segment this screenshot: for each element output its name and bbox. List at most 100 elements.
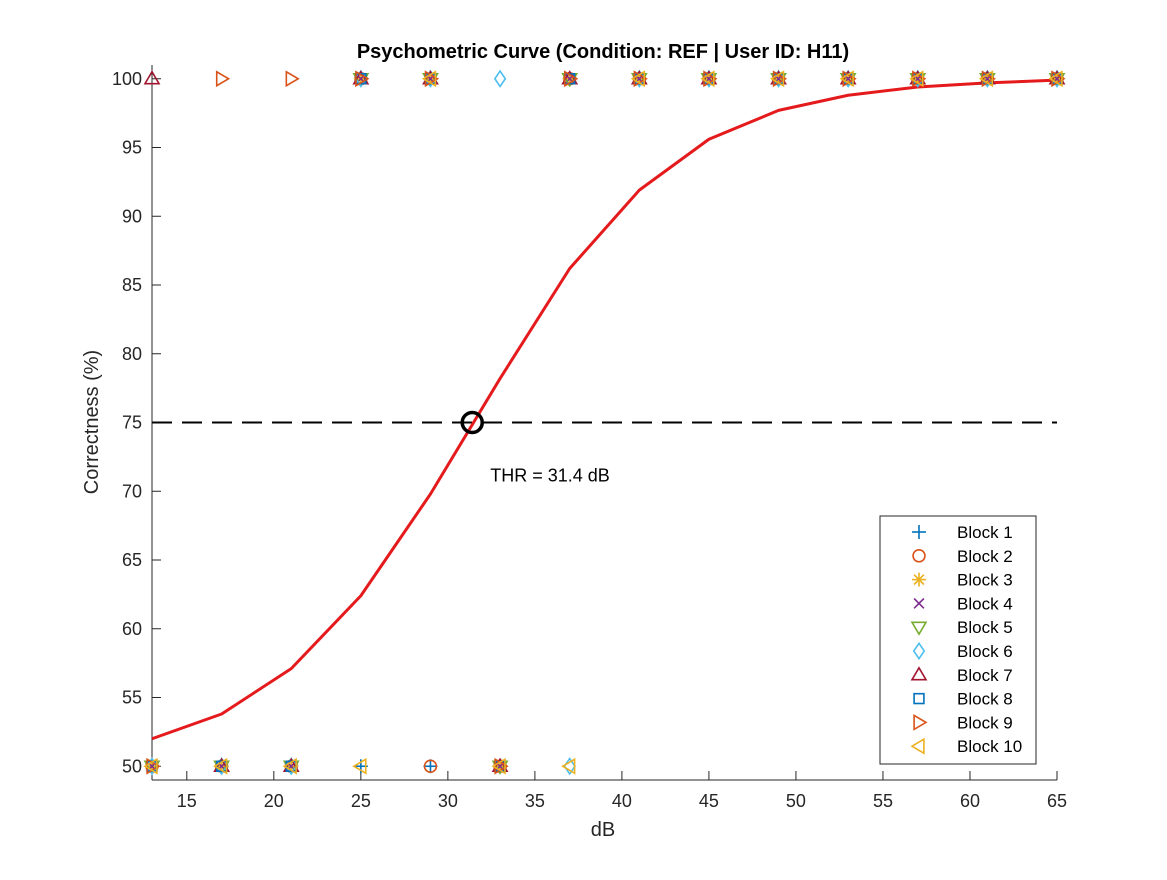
data-point <box>769 70 785 88</box>
legend-marker <box>912 549 926 563</box>
legend-item: Block 1 <box>912 523 1013 542</box>
series-10 <box>143 70 1063 775</box>
legend-item: Block 2 <box>912 547 1013 566</box>
data-point <box>842 70 857 88</box>
legend-label: Block 6 <box>957 642 1013 661</box>
data-point <box>215 70 231 88</box>
data-point <box>564 73 576 85</box>
data-point <box>630 70 646 88</box>
legend-item: Block 3 <box>912 571 1013 590</box>
legend-item: Block 6 <box>912 641 1013 661</box>
x-tick-label: 35 <box>525 791 545 811</box>
x-tick-label: 50 <box>786 791 806 811</box>
legend-label: Block 3 <box>957 571 1013 590</box>
data-point <box>491 757 506 775</box>
fit-curve-layer <box>151 78 1058 741</box>
legend-item: Block 4 <box>913 594 1013 613</box>
data-point <box>213 757 228 775</box>
data-point <box>700 70 715 88</box>
axes: 15 20 25 30 35 40 45 50 55 60 65 50 55 60 65 70 75 80 85 90… <box>112 65 1067 811</box>
x-tick-label: 20 <box>264 791 284 811</box>
data-point <box>146 757 161 775</box>
data-point <box>633 70 648 88</box>
data-point <box>981 70 996 88</box>
data-point <box>143 757 158 775</box>
legend-label: Block 9 <box>957 713 1013 732</box>
x-tick-label: 40 <box>612 791 632 811</box>
data-point <box>285 70 300 88</box>
legend-marker <box>910 737 925 755</box>
data-point <box>912 70 927 88</box>
y-tick-label: 100 <box>112 69 142 89</box>
y-tick-label: 95 <box>122 138 142 158</box>
data-point <box>424 70 440 88</box>
legend-label: Block 8 <box>957 690 1013 709</box>
y-tick-label: 75 <box>122 413 142 433</box>
legend-marker <box>913 597 925 609</box>
legend-label: Block 10 <box>957 737 1022 756</box>
data-point <box>355 70 370 88</box>
x-tick-label: 15 <box>177 791 197 811</box>
legend-item: Block 5 <box>910 618 1013 637</box>
legend-marker <box>913 692 925 705</box>
data-point <box>978 70 994 88</box>
y-tick-label: 90 <box>122 206 142 226</box>
data-point <box>703 70 718 88</box>
data-point <box>421 70 437 88</box>
data-point <box>909 70 924 88</box>
legend-item: Block 9 <box>913 713 1013 732</box>
data-point <box>839 70 854 88</box>
data-point <box>561 757 576 775</box>
data-point <box>772 70 788 88</box>
legend-marker <box>910 666 928 681</box>
data-point <box>282 757 297 775</box>
legend-box <box>879 515 1037 765</box>
legend-marker <box>912 572 926 587</box>
x-tick-label: 60 <box>960 791 980 811</box>
legend-marker <box>910 621 928 636</box>
y-tick-label: 80 <box>122 344 142 364</box>
data-point <box>1051 70 1066 88</box>
x-tick-label: 55 <box>873 791 893 811</box>
data-point <box>423 759 438 774</box>
x-axis-label: dB <box>591 819 615 841</box>
data-point <box>494 757 509 775</box>
data-point <box>563 70 579 88</box>
series-9 <box>146 70 1066 775</box>
legend-label: Block 7 <box>957 666 1013 685</box>
data-point <box>493 69 507 88</box>
data-point <box>143 70 161 85</box>
data-point <box>494 760 506 772</box>
markers-layer <box>143 69 1066 776</box>
y-tick-label: 70 <box>122 481 142 501</box>
x-tick-label: 30 <box>438 791 458 811</box>
data-point <box>1048 70 1063 88</box>
legend-marker <box>913 714 928 731</box>
legend-item: Block 10 <box>910 737 1022 756</box>
x-tick-label: 65 <box>1047 791 1067 811</box>
y-tick-label: 50 <box>122 756 142 776</box>
legend-marker <box>912 641 926 661</box>
data-point <box>352 757 367 775</box>
legend-item: Block 8 <box>913 690 1013 709</box>
legend-item: Block 7 <box>910 666 1013 685</box>
legend: Block 1 Block 2 Block 3 Block 4 Block 5 Block… <box>879 515 1037 765</box>
x-tick-label: 25 <box>351 791 371 811</box>
y-tick-label: 85 <box>122 275 142 295</box>
legend-label: Block 4 <box>957 594 1013 613</box>
data-point <box>423 759 438 773</box>
legend-label: Block 5 <box>957 618 1013 637</box>
x-tick-label: 45 <box>699 791 719 811</box>
threshold-point <box>460 410 484 435</box>
threshold-annotation: THR = 31.4 dB <box>490 466 610 486</box>
y-tick-label: 65 <box>122 550 142 570</box>
y-axis-label: Correctness (%) <box>81 350 103 494</box>
legend-label: Block 1 <box>957 523 1013 542</box>
y-tick-label: 60 <box>122 619 142 639</box>
legend-marker <box>912 525 926 539</box>
chart-title: Psychometric Curve (Condition: REF | Use… <box>357 41 849 63</box>
annotation-layer: THR = 31.4 dB <box>460 410 610 486</box>
y-tick-label: 55 <box>122 688 142 708</box>
